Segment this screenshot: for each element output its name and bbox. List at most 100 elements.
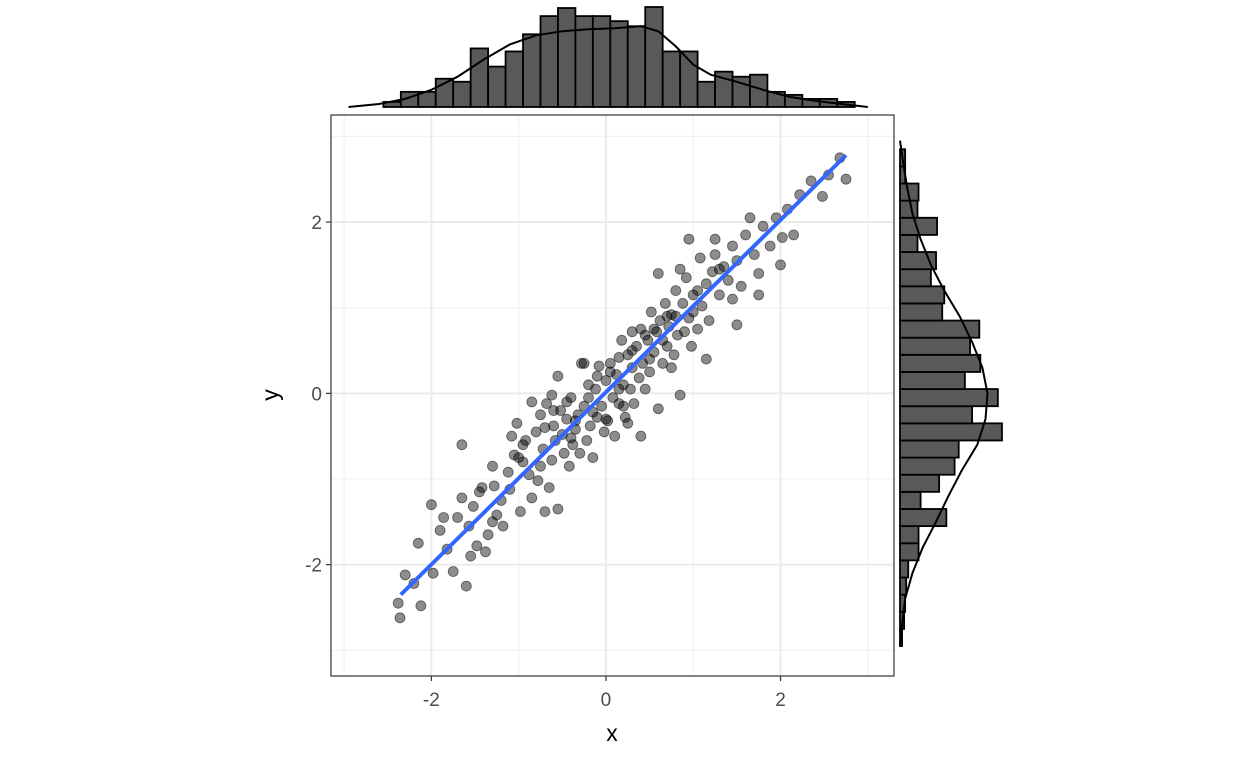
- y-axis-ticks: -2 0 2: [305, 213, 331, 577]
- scatter-point: [587, 452, 599, 464]
- scatter-point: [696, 300, 708, 312]
- y-density-curve: [899, 140, 989, 647]
- x-marginal-bar: [522, 33, 542, 108]
- y-marginal-bar: [899, 542, 920, 562]
- scatter-point: [567, 439, 579, 451]
- x-marginal-bar: [487, 65, 507, 108]
- y-marginal-histogram: [899, 140, 1003, 647]
- x-marginal-bar: [469, 47, 490, 108]
- scatter-point: [648, 323, 660, 335]
- scatter-point: [753, 289, 765, 301]
- scatter-point: [683, 233, 695, 245]
- scatter-point: [563, 460, 575, 472]
- scatter-point: [666, 362, 677, 374]
- scatter-point: [840, 173, 852, 185]
- scatter-point: [609, 430, 621, 442]
- scatter-point: [622, 349, 634, 361]
- scatter-point: [680, 272, 692, 284]
- scatter-point: [625, 383, 636, 395]
- scatter-point: [598, 426, 610, 438]
- x-tick-label: -2: [423, 690, 440, 711]
- y-marginal-bar: [899, 353, 982, 373]
- y-marginal-bar: [899, 336, 971, 356]
- scatter-point: [622, 417, 634, 429]
- scatter-point: [574, 447, 586, 459]
- scatter-point: [552, 503, 564, 515]
- scatter-point: [753, 268, 765, 279]
- scatter-point: [727, 293, 738, 305]
- scatter-point: [776, 232, 788, 243]
- y-marginal-bar: [899, 559, 910, 579]
- scatter-point: [515, 506, 526, 518]
- scatter-point: [740, 229, 751, 241]
- x-density-curve: [348, 25, 868, 108]
- scatter-point: [548, 420, 559, 432]
- scatter-point: [694, 252, 706, 264]
- scatter-point: [604, 366, 616, 378]
- scatter-point: [619, 411, 631, 423]
- scatter-point: [626, 326, 638, 338]
- scatter-point: [635, 323, 647, 335]
- scatter-point: [561, 396, 573, 408]
- y-marginal-bar: [899, 234, 919, 253]
- scatter-point: [452, 512, 464, 523]
- scatter-point: [473, 486, 485, 498]
- scatter-point: [744, 212, 756, 224]
- scatter-point: [661, 310, 673, 322]
- scatter-point: [677, 297, 689, 309]
- y-marginal-bar: [899, 405, 973, 425]
- scatter-point: [526, 396, 538, 408]
- y-marginal-bar: [899, 525, 920, 545]
- x-marginal-bar: [644, 6, 664, 108]
- scatter-point: [539, 506, 551, 518]
- scatter-point: [456, 439, 468, 451]
- y-marginal-bar: [899, 388, 999, 408]
- scatter-point: [674, 389, 686, 401]
- scatter-point: [805, 175, 817, 187]
- scatter-point: [491, 509, 503, 521]
- scatter-point: [639, 329, 651, 341]
- scatter-point: [584, 420, 596, 432]
- scatter-point: [565, 392, 577, 404]
- scatter-point: [644, 366, 655, 378]
- scatter-point: [596, 400, 607, 412]
- fit-line-group: [399, 153, 848, 597]
- scatter-point: [659, 297, 671, 309]
- scatter-point: [626, 345, 638, 356]
- x-marginal-bar: [539, 15, 559, 108]
- scatter-point: [517, 456, 529, 468]
- scatter-point: [692, 285, 703, 297]
- scatter-point: [788, 229, 799, 241]
- scatter-point: [546, 389, 558, 401]
- scatter-point: [714, 289, 725, 301]
- scatter-point: [748, 249, 760, 261]
- y-marginal-bar: [899, 371, 966, 390]
- fit-line: [399, 153, 848, 597]
- scatter-point: [467, 500, 479, 512]
- y-marginal-bar: [899, 439, 960, 459]
- y-marginal-bar: [899, 508, 948, 528]
- scatter-point: [541, 398, 552, 410]
- scatter-point: [613, 351, 625, 363]
- scatter-point: [775, 259, 786, 271]
- scatter-point: [652, 268, 664, 279]
- scatter-point: [502, 466, 514, 478]
- y-tick-label: 0: [311, 384, 322, 405]
- scatter-point: [631, 340, 642, 352]
- x-axis-title: x: [606, 720, 618, 746]
- scatter-point: [642, 334, 654, 346]
- scatter-point: [434, 525, 446, 536]
- scatter-point: [593, 360, 605, 372]
- y-marginal-bar: [899, 302, 944, 322]
- y-marginal-bar: [899, 251, 937, 271]
- scatter-point: [668, 349, 680, 361]
- scatter-point: [535, 409, 546, 421]
- scatter-point: [438, 512, 450, 523]
- scatter-point: [602, 415, 614, 427]
- scatter-point: [513, 452, 525, 464]
- scatter-point: [700, 353, 712, 365]
- x-marginal-bar: [504, 50, 524, 108]
- scatter-point: [686, 340, 697, 352]
- scatter-point: [657, 357, 669, 369]
- scatter-point: [604, 357, 616, 369]
